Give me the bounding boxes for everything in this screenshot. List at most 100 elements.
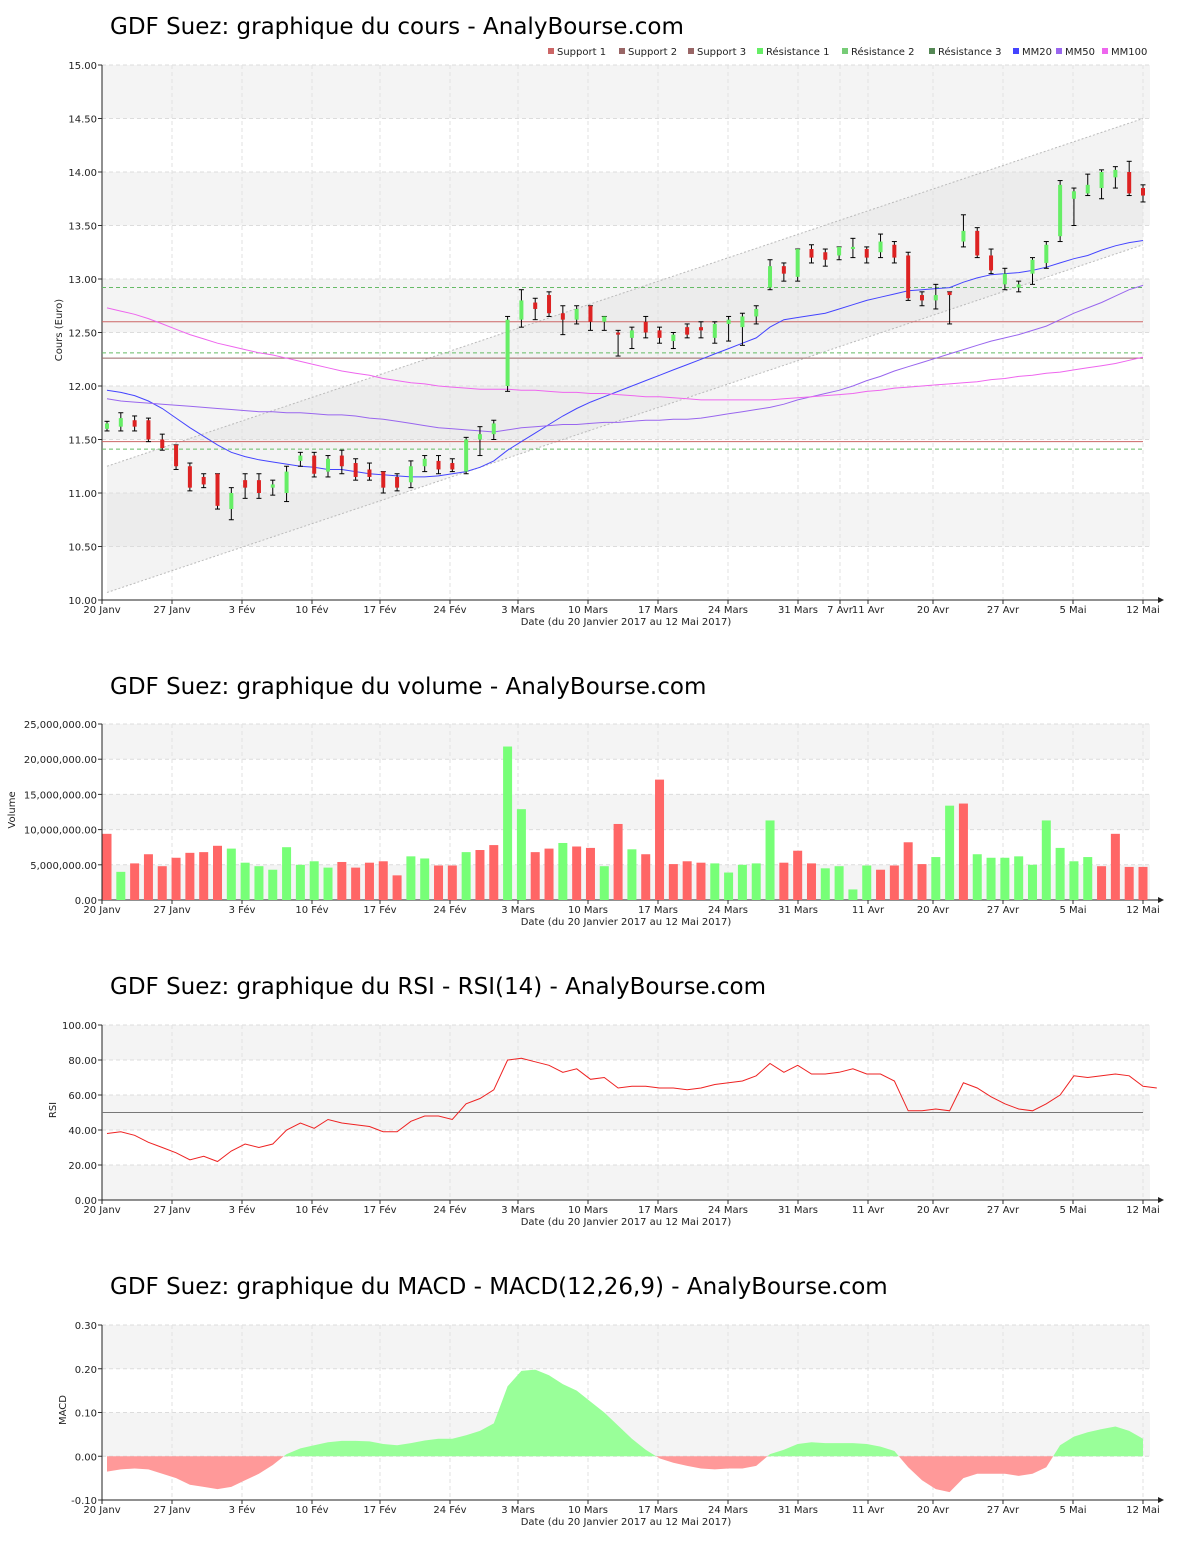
volume-bar [890, 866, 899, 900]
price-xtick-label: 11 Avr [852, 605, 885, 616]
volume-bar [835, 866, 844, 900]
candle-body [1100, 172, 1104, 188]
price-chart-xlabel: Date (du 20 Janvier 2017 au 12 Mai 2017) [521, 617, 732, 628]
price-candle [547, 292, 552, 317]
candle-body [326, 459, 330, 472]
macd-xtick-label: 17 Fév [363, 1504, 396, 1516]
rsi-ytick-label: 20.00 [68, 1161, 97, 1172]
volume-bar [462, 852, 471, 900]
volume-bar [931, 857, 940, 900]
volume-bar [475, 850, 484, 900]
macd-xtick-label: 24 Mars [708, 1505, 748, 1516]
candle-body [243, 480, 247, 487]
rsi-xtick-label: 17 Fév [363, 1204, 396, 1216]
candle-body [879, 242, 883, 253]
candle-body [602, 316, 606, 321]
candle-body [727, 320, 731, 324]
volume-ytick-label: 15,000,000.00 [24, 790, 97, 801]
legend-swatch [1013, 48, 1019, 54]
volume-bar [1014, 856, 1023, 900]
rsi-xtick-label: 12 Mai [1126, 1205, 1159, 1216]
candle-body [685, 327, 689, 334]
rsi-band [102, 1025, 1150, 1060]
volume-bar [669, 864, 678, 900]
candle-body [588, 306, 592, 322]
volume-bar [959, 804, 968, 900]
candle-body [1086, 185, 1090, 194]
price-ytick-label: 15.00 [68, 61, 97, 72]
volume-bar [199, 852, 208, 900]
volume-bar [614, 824, 623, 900]
volume-bar [158, 866, 167, 900]
rsi-xtick-label: 27 Avr [987, 1205, 1020, 1216]
candle-body [547, 295, 551, 313]
volume-bar [434, 866, 443, 900]
volume-bar [904, 842, 913, 900]
volume-bar [545, 849, 554, 900]
candle-body [865, 249, 869, 258]
price-xtick-label: 10 Fév [295, 604, 328, 616]
volume-bar [683, 861, 692, 900]
volume-xtick-label: 10 Fév [295, 904, 328, 916]
rsi-chart-ylabel: RSI [48, 1102, 59, 1118]
candle-body [229, 493, 233, 509]
candle-body [409, 466, 413, 482]
price-ytick-label: 14.00 [68, 168, 97, 179]
volume-bar [793, 851, 802, 900]
volume-bar [848, 889, 857, 900]
price-candle [795, 249, 800, 281]
candle-body [381, 472, 385, 488]
volume-chart-title: GDF Suez: graphique du volume - AnalyBou… [110, 674, 706, 700]
volume-bar [586, 848, 595, 900]
candle-body [533, 303, 537, 309]
rsi-xtick-label: 20 Avr [917, 1205, 950, 1216]
volume-chart-xlabel: Date (du 20 Janvier 2017 au 12 Mai 2017) [521, 917, 732, 928]
volume-bar [489, 845, 498, 900]
volume-xaxis-arrow [1158, 897, 1164, 903]
volume-bar [241, 863, 250, 900]
price-ytick-label: 13.50 [68, 222, 97, 233]
legend-label: MM100 [1111, 47, 1147, 58]
candle-body [920, 295, 924, 300]
candle-body [1141, 188, 1145, 195]
volume-bar [268, 870, 277, 900]
price-xtick-label: 20 Avr [917, 605, 950, 616]
price-ytick-label: 14.50 [68, 115, 97, 126]
candle-body [837, 247, 841, 256]
volume-bar [655, 780, 664, 900]
volume-bar [103, 834, 112, 900]
macd-xtick-label: 27 Avr [987, 1505, 1020, 1516]
volume-xtick-label: 20 Avr [917, 905, 950, 916]
volume-bar [987, 858, 996, 900]
volume-bar [752, 863, 761, 900]
volume-bar [254, 866, 263, 900]
macd-xtick-label: 10 Mars [568, 1505, 608, 1516]
volume-bar [1125, 867, 1134, 900]
volume-bar [917, 864, 926, 900]
volume-xtick-label: 10 Mars [568, 905, 608, 916]
volume-bar [862, 866, 871, 900]
price-chart-ylabel: Cours (Euro) [54, 299, 65, 362]
macd-ytick-label: 0.30 [75, 1321, 97, 1332]
legend-swatch [1102, 48, 1108, 54]
candle-body [146, 420, 150, 439]
candle-body [975, 231, 979, 256]
volume-bar [296, 865, 305, 900]
macd-ytick-label: 0.10 [75, 1409, 97, 1420]
candle-body [298, 456, 302, 461]
volume-bar [945, 806, 954, 900]
price-ytick-label: 12.00 [68, 382, 97, 393]
volume-bar [766, 820, 775, 900]
macd-xtick-label: 3 Fév [229, 1504, 256, 1516]
volume-bar [641, 854, 650, 900]
price-chart-title: GDF Suez: graphique du cours - AnalyBour… [110, 14, 684, 40]
macd-xtick-label: 20 Janv [83, 1505, 120, 1516]
volume-band [102, 724, 1150, 759]
macd-xtick-label: 31 Mars [778, 1505, 818, 1516]
price-xaxis-arrow [1158, 597, 1164, 603]
legend-swatch [842, 48, 848, 54]
rsi-xtick-label: 31 Mars [778, 1205, 818, 1216]
candle-body [271, 484, 275, 487]
rsi-xtick-label: 10 Mars [568, 1205, 608, 1216]
